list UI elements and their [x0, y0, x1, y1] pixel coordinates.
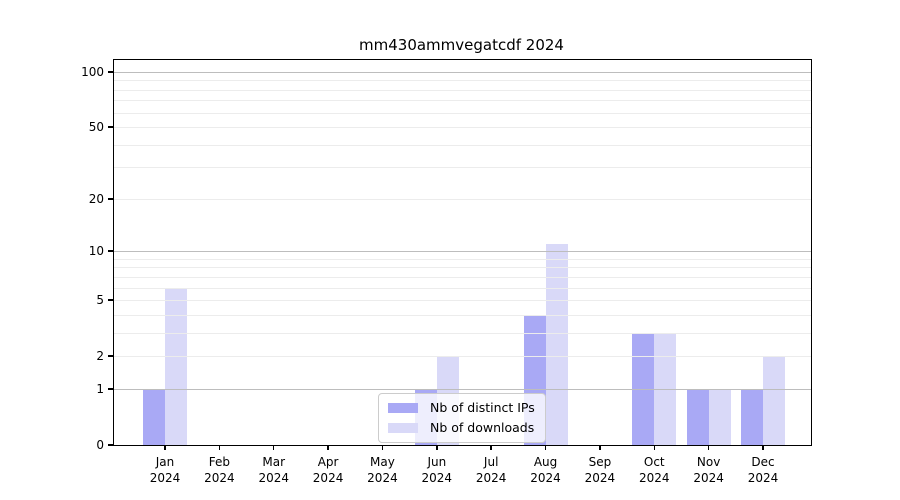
gridline-minor-5	[114, 300, 811, 302]
y-tick-100	[108, 71, 113, 73]
x-tick-apr-2024	[327, 445, 329, 450]
bar-nb-of-distinct-ips-nov-2024	[686, 388, 709, 445]
bar-nb-of-downloads-nov-2024	[708, 388, 731, 445]
y-tick-label-5: 5	[96, 293, 104, 308]
x-tick-aug-2024	[544, 445, 547, 450]
x-tick-label-oct-2024: Oct 2024	[638, 455, 670, 485]
y-tick-label-100: 100	[81, 64, 104, 79]
y-tick-1	[108, 388, 113, 390]
x-tick-jul-2024	[490, 445, 492, 450]
legend-label-downloads: Nb of downloads	[430, 420, 535, 435]
y-tick-2	[108, 355, 113, 357]
bar-nb-of-downloads-dec-2024	[762, 356, 785, 445]
gridline-minor-9	[114, 258, 811, 260]
y-tick-label-0: 0	[96, 438, 104, 452]
plot-area: 0 1 2 5 10 20 50 100 Jan 2024 Feb 2024 Mar 2024 Apr…	[81, 59, 812, 485]
x-tick-label-may-2024: May 2024	[367, 455, 398, 485]
y-tick-0	[108, 444, 113, 446]
x-tick-label-sep-2024: Sep 2024	[584, 455, 616, 485]
y-tick-10	[108, 250, 113, 252]
legend-swatch-downloads	[388, 422, 418, 433]
gridline-major-1	[114, 388, 811, 390]
y-tick-label-2: 2	[96, 349, 104, 364]
bar-nb-of-distinct-ips-jan-2024	[143, 388, 165, 445]
legend-item-distinct-ips: Nb of distinct IPs	[388, 400, 535, 415]
x-tick-nov-2024	[707, 445, 710, 450]
x-tick-jun-2024	[436, 445, 438, 450]
x-tick-mar-2024	[272, 445, 275, 450]
chart-title: mm430ammvegatcdf 2024	[359, 36, 564, 54]
bar-nb-of-downloads-aug-2024	[545, 244, 568, 445]
bar-nb-of-downloads-jan-2024	[165, 287, 187, 445]
gridline-minor-2	[114, 356, 811, 358]
y-tick-label-50: 50	[88, 120, 104, 135]
gridline-minor-6	[114, 287, 811, 289]
gridline-minor-40	[114, 144, 811, 146]
y-tick-label-1: 1	[96, 381, 104, 396]
gridline-minor-90	[114, 80, 811, 82]
legend-swatch-distinct-ips	[388, 402, 418, 413]
gridline-minor-50	[114, 127, 811, 129]
x-tick-label-nov-2024: Nov 2024	[693, 455, 724, 485]
gridline-minor-60	[114, 112, 811, 114]
x-tick-label-jan-2024: Jan 2024	[149, 455, 181, 485]
gridline-minor-70	[114, 100, 811, 102]
x-tick-label-dec-2024: Dec 2024	[747, 455, 779, 485]
x-tick-oct-2024	[653, 445, 656, 450]
gridline-minor-30	[114, 167, 811, 169]
y-tick-20	[108, 198, 113, 200]
legend-item-downloads: Nb of downloads	[388, 420, 535, 435]
x-tick-sep-2024	[599, 445, 601, 450]
gridline-minor-80	[114, 89, 811, 91]
x-tick-may-2024	[381, 445, 384, 450]
legend: Nb of distinct IPs Nb of downloads	[378, 393, 546, 443]
gridline-major-100	[114, 71, 811, 73]
x-tick-label-apr-2024: Apr 2024	[312, 455, 344, 485]
gridline-minor-4	[114, 314, 811, 316]
y-tick-label-20: 20	[88, 191, 104, 206]
legend-label-distinct-ips: Nb of distinct IPs	[430, 400, 535, 415]
x-tick-label-jul-2024: Jul 2024	[475, 455, 507, 485]
gridline-minor-8	[114, 267, 811, 269]
gridline-minor-7	[114, 276, 811, 278]
x-tick-label-feb-2024: Feb 2024	[204, 455, 235, 485]
x-tick-label-mar-2024: Mar 2024	[258, 455, 289, 485]
x-tick-jan-2024	[164, 445, 166, 450]
bar-nb-of-distinct-ips-dec-2024	[740, 388, 763, 445]
x-tick-dec-2024	[762, 445, 764, 450]
y-tick-50	[108, 126, 113, 128]
y-tick-5	[108, 299, 113, 301]
x-tick-label-aug-2024: Aug 2024	[530, 455, 561, 485]
y-tick-label-10: 10	[88, 244, 104, 259]
x-tick-label-jun-2024: Jun 2024	[421, 455, 453, 485]
gridline-minor-3	[114, 332, 811, 334]
gridline-major-10	[114, 251, 811, 253]
gridline-minor-20	[114, 198, 811, 200]
x-tick-feb-2024	[218, 445, 221, 450]
